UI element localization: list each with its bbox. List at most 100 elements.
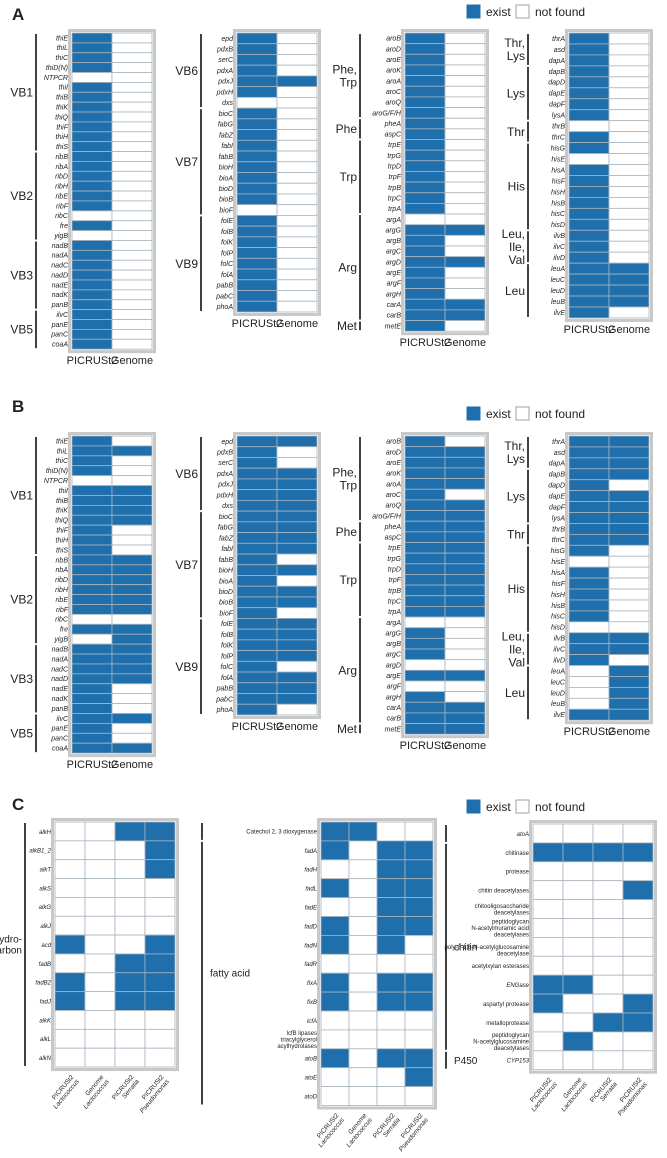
group-label-line: P450: [454, 1056, 478, 1067]
cell-not-found: [608, 186, 650, 198]
cell-exist: [71, 141, 113, 152]
group-label-line: VB5: [10, 727, 33, 741]
cell-not-found: [444, 43, 486, 55]
gene-label: asd: [554, 47, 566, 54]
cell-not-found: [444, 32, 486, 45]
cell-exist: [236, 618, 278, 630]
cell-exist: [404, 510, 446, 522]
group-label: VB5: [10, 727, 33, 741]
group-label-line: Lys: [507, 86, 525, 100]
cell-exist: [404, 192, 446, 204]
gene-label: trpA: [388, 206, 401, 213]
x-axis-label: PICRUSt2Lactococcus: [312, 1112, 346, 1149]
gene-label: hisH: [551, 592, 566, 599]
gene-label: argG: [385, 630, 401, 637]
cell-not-found: [114, 840, 146, 861]
cell-exist: [568, 207, 610, 220]
gene-label: ribF: [56, 607, 69, 614]
cell-exist: [404, 584, 446, 597]
gene-label: fabI: [221, 143, 233, 150]
gene-label: epd: [221, 439, 234, 446]
gene-label: trpG: [387, 556, 401, 563]
cell-exist: [568, 196, 610, 209]
cell-exist: [236, 628, 278, 641]
gene-label: ilvB: [554, 233, 566, 240]
gene-label: aroD: [386, 46, 401, 53]
cell-not-found: [111, 279, 153, 291]
gene-label: argE: [386, 270, 401, 277]
group-label: Met: [337, 319, 358, 333]
heatmap-frame: [529, 820, 657, 1074]
gene-label: peptidoglycan N-acetylglucosamine deacetyl…: [473, 1033, 529, 1052]
cell-exist: [236, 660, 278, 673]
gene-label: dapA: [549, 58, 566, 65]
cell-exist: [568, 435, 610, 448]
cell-not-found: [276, 182, 318, 195]
cell-exist: [568, 164, 610, 176]
cell-not-found: [532, 1012, 564, 1033]
cell-exist: [71, 742, 113, 754]
cell-exist: [444, 584, 486, 597]
cell-not-found: [348, 1067, 378, 1087]
cell-exist: [71, 534, 113, 546]
cell-not-found: [111, 101, 153, 113]
cell-not-found: [276, 43, 318, 55]
group-label-line: Met: [337, 722, 358, 736]
group-label-line: VB1: [10, 489, 33, 503]
gene-label-line: triacylglycerol: [281, 1037, 317, 1043]
cell-not-found: [111, 269, 153, 281]
gene-label: chitin deacetylases: [478, 889, 529, 895]
cell-not-found: [348, 1010, 378, 1031]
cell-exist: [404, 859, 434, 880]
panel-letter: C: [12, 795, 24, 814]
gene-label: bioD: [219, 186, 233, 193]
cell-not-found: [532, 861, 564, 882]
cell-not-found: [404, 659, 446, 671]
cell-not-found: [111, 121, 153, 133]
cell-not-found: [114, 897, 146, 917]
cell-not-found: [568, 676, 610, 688]
cell-exist: [568, 229, 610, 242]
gene-label: thiC: [56, 458, 69, 465]
cell-exist: [236, 553, 278, 566]
cell-exist: [276, 499, 318, 512]
cell-exist: [276, 585, 318, 598]
gene-label: folA: [221, 272, 233, 279]
cell-not-found: [320, 1067, 350, 1087]
group-label: Phe: [336, 122, 358, 136]
cell-exist: [404, 916, 434, 936]
cell-exist: [568, 218, 610, 231]
x-axis-label: PICRUSt2Lactococcus: [525, 1076, 559, 1113]
cell-not-found: [622, 955, 654, 976]
gene-label-line: deacetylase: [497, 951, 530, 957]
cell-not-found: [276, 300, 318, 313]
gene-label: panB: [51, 302, 69, 309]
x-axis-label: PICRUSt2: [67, 759, 118, 771]
cell-exist: [444, 563, 486, 575]
cell-not-found: [532, 880, 564, 901]
gene-label: fadB2: [35, 981, 51, 987]
gene-label: aspC: [385, 132, 402, 139]
cell-exist: [444, 595, 486, 607]
cell-not-found: [608, 54, 650, 67]
cell-not-found: [444, 160, 486, 172]
group-label-line: Trp: [339, 75, 357, 89]
cell-exist: [236, 54, 278, 66]
cell-not-found: [320, 859, 350, 880]
gene-label-line: Catechol 2, 3 dioxygenase: [246, 829, 317, 835]
cell-not-found: [111, 240, 153, 251]
cell-exist: [71, 220, 113, 232]
gene-label: fadH: [304, 868, 317, 874]
cell-not-found: [444, 202, 486, 215]
gene-label: nadD: [51, 272, 68, 279]
cell-not-found: [404, 953, 434, 974]
cell-not-found: [320, 1029, 350, 1050]
cell-not-found: [111, 151, 153, 162]
cell-exist: [608, 501, 650, 513]
group-label-line: Leu: [505, 686, 525, 700]
gene-label: thiL: [57, 45, 68, 52]
gene-label: thiS: [56, 547, 68, 554]
gene-label: alkB1_2: [29, 849, 51, 855]
cell-exist: [532, 993, 564, 1014]
cell-exist: [111, 584, 153, 595]
